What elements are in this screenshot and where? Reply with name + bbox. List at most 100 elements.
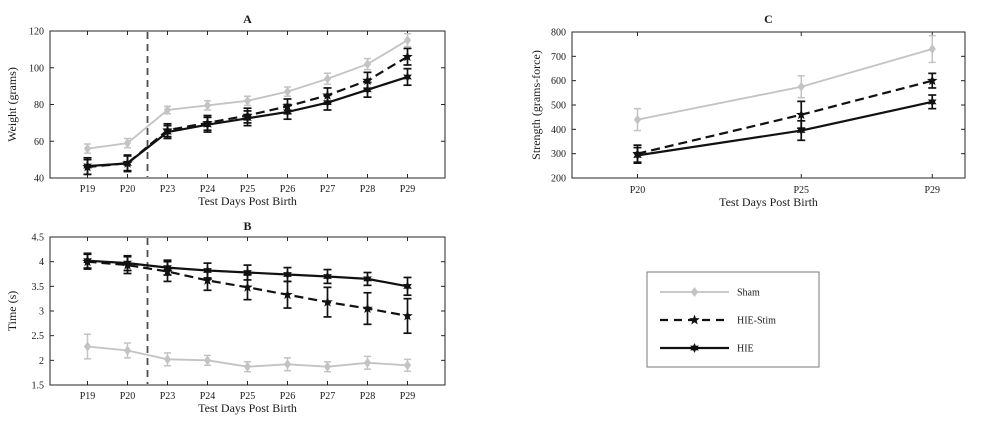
sham-marker — [363, 59, 372, 70]
svg-text:P20: P20 — [120, 391, 136, 402]
hie-marker — [283, 269, 292, 280]
panel-b-ylabel: Time (s) — [5, 291, 19, 332]
svg-text:P25: P25 — [793, 185, 809, 196]
legend-label-sham: Sham — [737, 288, 760, 299]
svg-text:4: 4 — [39, 257, 44, 268]
series-hie-panel-c — [633, 94, 937, 165]
svg-text:P27: P27 — [320, 184, 336, 195]
svg-text:P19: P19 — [80, 391, 96, 402]
panel-c-x-axis: P20 P25 P29 — [630, 32, 940, 196]
svg-text:3: 3 — [39, 307, 44, 318]
hie-marker — [403, 71, 412, 82]
sham-marker — [203, 355, 212, 366]
series-hie_stim-panel-b — [82, 253, 413, 335]
svg-text:120: 120 — [29, 27, 44, 38]
sham-line — [87, 39, 408, 150]
sham-marker — [163, 105, 172, 116]
svg-text:3.5: 3.5 — [32, 282, 45, 293]
series-sham-panel-b — [83, 333, 412, 373]
svg-text:700: 700 — [551, 52, 566, 63]
legend-entry-sham: Sham — [660, 287, 760, 299]
svg-text:2.5: 2.5 — [32, 331, 45, 342]
hie_stim-marker — [282, 289, 293, 300]
svg-text:40: 40 — [34, 174, 44, 185]
sham-marker — [323, 361, 332, 372]
hie-legend-marker — [690, 343, 699, 353]
sham-marker — [243, 95, 252, 106]
series-sham-panel-c — [633, 34, 936, 132]
hie_stim-marker — [362, 303, 373, 313]
hie-marker — [323, 271, 332, 282]
panel-a-x-axis: P19 P20 P23 P24 P25 P26 P27 P28 P29 — [80, 31, 415, 195]
svg-text:P25: P25 — [240, 391, 256, 402]
hie-marker — [363, 84, 372, 95]
sham-marker — [797, 81, 805, 92]
sham-marker — [403, 360, 412, 371]
hie_stim-marker — [322, 296, 333, 307]
hie-marker — [633, 150, 642, 161]
legend: Sham HIE-Stim HIE — [646, 271, 820, 368]
sham-marker — [243, 361, 252, 372]
hie_stim-marker — [796, 109, 807, 120]
sham-marker — [363, 357, 372, 368]
svg-text:P26: P26 — [280, 184, 296, 195]
hie-marker — [203, 119, 212, 130]
svg-text:P29: P29 — [924, 185, 940, 196]
panel-a-y-axis: 40 60 80 100 120 — [29, 27, 445, 185]
legend-label-hie_stim: HIE-Stim — [737, 316, 776, 327]
hie-marker — [796, 125, 806, 136]
svg-text:P28: P28 — [360, 184, 376, 195]
panel-c-ylabel: Strength (grams-force) — [529, 50, 543, 160]
panel-b-xlabel: Test Days Post Birth — [198, 401, 297, 415]
panel-b-y-axis: 1.5 2 2.5 3 3.5 4 4.5 — [32, 233, 445, 392]
svg-text:300: 300 — [551, 149, 566, 160]
panel-c-xlabel: Test Days Post Birth — [719, 195, 818, 209]
hie-marker — [123, 158, 132, 169]
svg-text:600: 600 — [551, 76, 566, 87]
sham-marker — [928, 44, 936, 55]
svg-text:P20: P20 — [120, 184, 136, 195]
sham-marker — [83, 341, 92, 352]
sham-marker — [283, 86, 292, 97]
panel-a-title: A — [243, 12, 252, 26]
sham-legend-marker — [690, 287, 699, 297]
series-hie-panel-b — [83, 252, 412, 297]
hie-marker — [283, 106, 292, 117]
panel-c-y-axis: 200 300 400 500 600 700 800 — [551, 28, 965, 185]
svg-text:P28: P28 — [360, 391, 376, 402]
svg-text:80: 80 — [34, 100, 44, 111]
svg-text:800: 800 — [551, 28, 566, 39]
panel-b-title: B — [243, 219, 251, 233]
sham-marker — [403, 35, 412, 46]
panel-c: 200 300 400 500 600 700 800 P20 P25 P29 C Test Days… — [529, 12, 966, 209]
hie-marker — [83, 255, 92, 266]
panel-a-xlabel: Test Days Post Birth — [198, 194, 297, 208]
svg-text:P27: P27 — [320, 391, 336, 402]
series-hie-panel-a — [83, 67, 412, 176]
sham-marker — [83, 143, 92, 154]
svg-text:P24: P24 — [200, 391, 216, 402]
sham-marker — [323, 73, 332, 84]
svg-text:P23: P23 — [160, 391, 176, 402]
svg-text:P20: P20 — [630, 185, 646, 196]
legend-entry-hie_stim: HIE-Stim — [660, 314, 776, 327]
svg-text:60: 60 — [34, 137, 44, 148]
svg-text:P23: P23 — [160, 184, 176, 195]
sham-marker — [123, 138, 132, 149]
hie_stim-legend-marker — [689, 314, 700, 325]
svg-text:400: 400 — [551, 125, 566, 136]
legend-box — [646, 271, 820, 368]
svg-text:200: 200 — [551, 174, 566, 185]
sham-marker — [123, 345, 132, 356]
hie_stim-marker — [362, 75, 373, 86]
hie-marker — [927, 96, 937, 107]
panel-a: 40 60 80 100 120 P19 P20 P23 P24 P25 P26 P27 P28 P29 A… — [5, 12, 446, 208]
sham-line — [637, 48, 933, 121]
svg-text:1.5: 1.5 — [32, 381, 45, 392]
sham-marker — [163, 354, 172, 365]
hie-marker — [363, 273, 372, 284]
svg-text:P19: P19 — [80, 184, 96, 195]
sham-marker — [203, 100, 212, 111]
panel-c-title: C — [764, 12, 773, 26]
